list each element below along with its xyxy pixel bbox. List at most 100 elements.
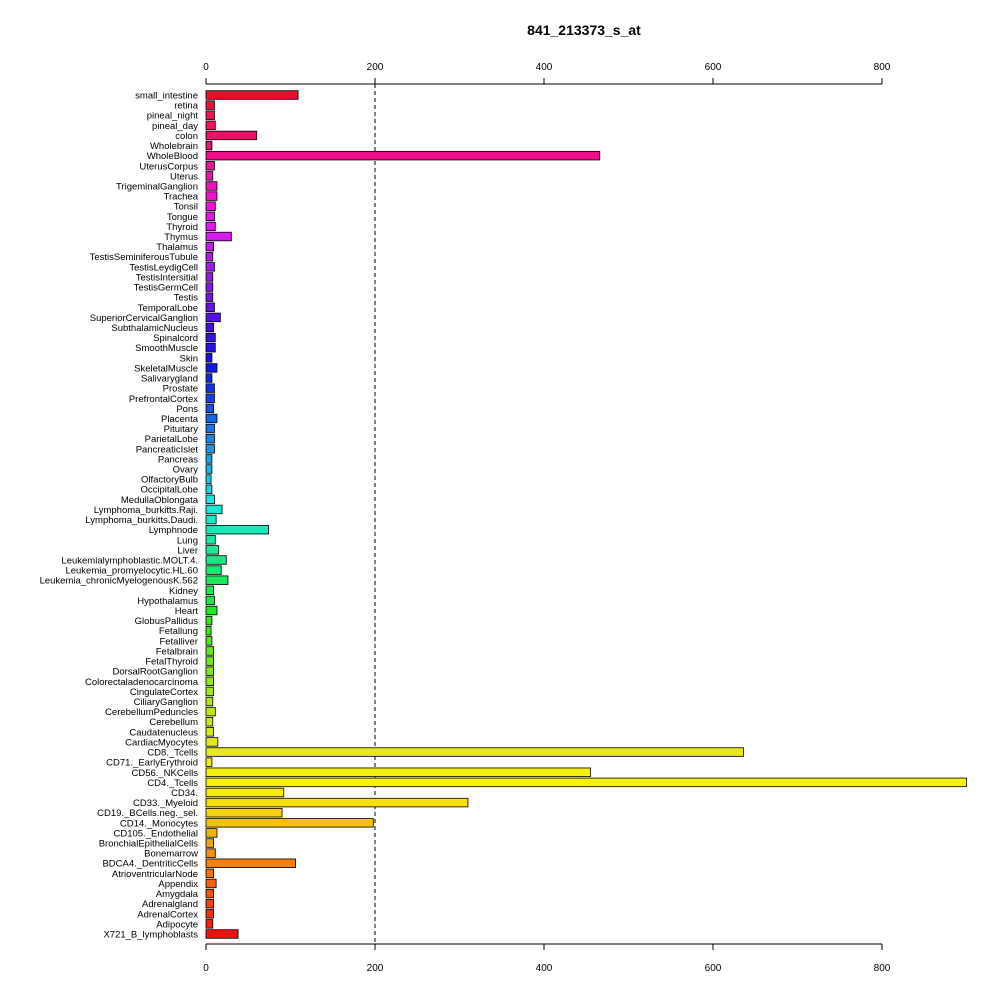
category-label: Cerebellum	[149, 717, 198, 728]
category-label: CD4._Tcells	[147, 778, 198, 789]
x-tick-label-bottom: 200	[367, 963, 384, 974]
category-label: CD33._Myeloid	[133, 798, 198, 809]
bar	[205, 423, 215, 434]
category-label: Thalamus	[156, 242, 198, 253]
bar	[205, 191, 218, 201]
bar	[205, 868, 215, 879]
bar	[205, 282, 214, 292]
bar	[205, 181, 218, 191]
bar	[205, 150, 601, 161]
bar	[205, 676, 215, 686]
category-label: Adipocyte	[156, 919, 198, 930]
bar	[205, 252, 214, 262]
bar	[205, 919, 214, 929]
bar	[205, 575, 229, 585]
category-label: Pituitary	[164, 424, 199, 435]
category-label: BDCA4._DentriticCells	[102, 859, 198, 870]
category-label: Hypothalamus	[137, 596, 198, 607]
bar	[205, 828, 218, 838]
category-label: Lymphoma_burkitts.Daudi.	[85, 515, 198, 526]
category-label: Caudatenucleus	[129, 727, 198, 738]
bar	[205, 353, 213, 363]
bar	[205, 332, 216, 343]
category-label: PancreaticIslet	[136, 444, 199, 455]
x-tick-label-top: 800	[874, 62, 891, 73]
category-label: CD14._Monocytes	[120, 818, 198, 829]
x-axis-bottom: 0 200 400 600 800	[203, 943, 891, 974]
bar	[205, 484, 213, 494]
category-label: CD34.	[171, 788, 198, 799]
category-label: GlobusPallidus	[135, 616, 199, 627]
category-label: Leukemia_chronicMyelogenousK.562	[40, 576, 198, 587]
bar	[205, 555, 227, 565]
bar	[205, 605, 218, 616]
category-label: CerebellumPeduncles	[105, 707, 198, 718]
bar	[205, 140, 213, 151]
bar	[205, 322, 215, 333]
bar	[205, 100, 215, 110]
category-label: ParietalLobe	[145, 434, 198, 445]
bar	[205, 595, 215, 606]
bar	[205, 120, 216, 131]
x-tick-label-bottom: 600	[705, 963, 722, 974]
category-label: OlfactoryBulb	[141, 475, 198, 486]
category-label: SuperiorCervicalGanglion	[90, 313, 198, 324]
category-label: TestisIntersitial	[136, 272, 198, 283]
category-label: BronchialEpithelialCells	[99, 839, 199, 850]
bar	[205, 909, 215, 919]
bar	[205, 565, 222, 575]
bars	[205, 90, 967, 939]
bar	[205, 777, 967, 788]
bar	[205, 535, 216, 545]
bar	[205, 808, 283, 818]
bar	[205, 292, 214, 302]
category-label: CiliaryGanglion	[134, 697, 198, 708]
bar	[205, 524, 269, 535]
category-label: Liver	[177, 545, 198, 556]
category-label: Prostate	[163, 384, 198, 395]
bar	[205, 413, 218, 424]
bar	[205, 201, 216, 211]
category-label: PrefrontalCortex	[129, 394, 198, 405]
category-label: Amygdala	[156, 889, 199, 900]
bar	[205, 272, 214, 282]
bar	[205, 929, 239, 939]
category-label: AdrenalCortex	[137, 909, 198, 920]
category-label: Colorectaladenocarcinoma	[85, 677, 199, 688]
category-label: CD56._NKCells	[131, 768, 198, 779]
category-label: SmoothMuscle	[135, 343, 198, 354]
bar	[205, 383, 215, 393]
bar	[205, 646, 215, 656]
bar	[205, 898, 215, 909]
category-label: pineal_night	[147, 111, 199, 122]
x-tick-label-bottom: 0	[203, 963, 209, 974]
bar	[205, 767, 591, 777]
category-label: AtrioventricularNode	[112, 869, 198, 880]
category-label: Spinalcord	[153, 333, 198, 344]
bar	[205, 393, 215, 403]
bar	[205, 221, 216, 232]
bar	[205, 666, 215, 676]
bar	[205, 373, 213, 383]
category-label: pineal_day	[152, 121, 198, 132]
bar	[205, 656, 215, 666]
bar	[205, 171, 214, 181]
category-label: TestisSeminiferousTubule	[90, 252, 198, 263]
x-tick-label-top: 400	[536, 62, 553, 73]
chart-title: 841_213373_s_at	[527, 22, 641, 38]
bar	[205, 464, 213, 474]
category-label: Appendix	[158, 879, 198, 890]
bar	[205, 727, 215, 737]
bar	[205, 747, 744, 757]
category-label: Kidney	[169, 586, 198, 597]
category-label: Thyroid	[166, 222, 198, 233]
bar	[205, 312, 221, 323]
bar	[205, 90, 299, 100]
category-label: Lymphnode	[149, 525, 198, 536]
category-label: WholeBlood	[147, 151, 198, 162]
category-label: Fetalbrain	[156, 646, 198, 657]
category-label: FetalThyroid	[145, 657, 198, 668]
bar	[205, 363, 218, 373]
bar	[205, 626, 212, 636]
